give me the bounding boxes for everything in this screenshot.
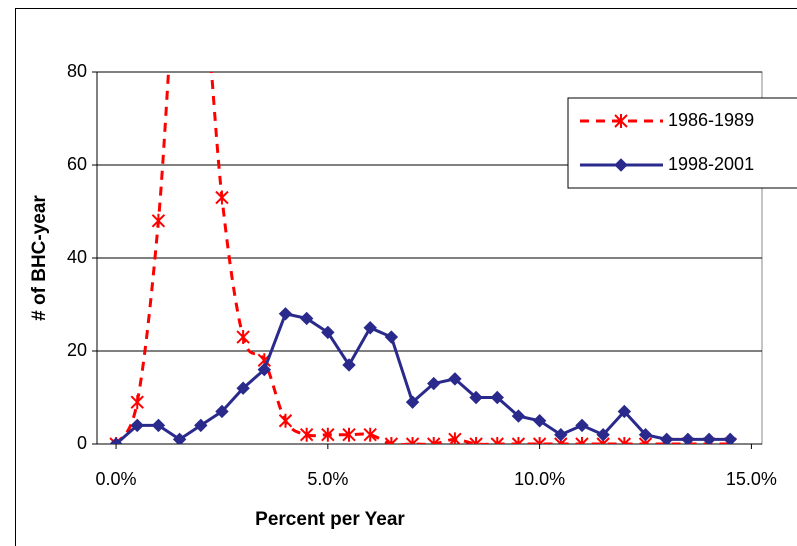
marker [490, 437, 504, 444]
marker [384, 437, 399, 444]
x-tick-label: 15.0% [726, 469, 777, 489]
marker [427, 437, 441, 444]
marker [130, 418, 144, 433]
marker [469, 437, 483, 444]
y-tick-label: 0 [77, 433, 87, 453]
legend-label: 1998-2001 [668, 154, 754, 174]
marker [151, 418, 166, 433]
marker [575, 418, 589, 433]
marker [405, 395, 420, 409]
marker [554, 427, 568, 442]
marker [723, 432, 737, 444]
legend-label: 1986-1989 [668, 110, 754, 130]
y-tick-label: 80 [67, 61, 87, 81]
marker [448, 432, 462, 444]
x-tick-label: 5.0% [307, 469, 348, 489]
marker [427, 376, 441, 391]
marker [236, 381, 250, 395]
marker [299, 427, 314, 442]
marker [130, 395, 144, 410]
y-tick-label: 20 [67, 340, 87, 360]
marker [617, 404, 632, 419]
y-tick-label: 40 [67, 247, 87, 267]
marker [215, 190, 229, 205]
plot-clip [109, 72, 737, 444]
x-tick-label: 10.0% [514, 469, 565, 489]
marker [172, 432, 187, 444]
legend-marker [614, 114, 628, 128]
marker [236, 330, 250, 345]
marker [617, 437, 632, 444]
marker [384, 330, 399, 344]
marker [405, 437, 420, 444]
marker [299, 311, 314, 326]
marker [532, 437, 547, 444]
marker [681, 432, 695, 444]
marker [321, 325, 335, 340]
marker [490, 390, 504, 405]
marker [321, 427, 335, 442]
marker [511, 409, 526, 423]
marker [575, 437, 589, 444]
marker [342, 358, 356, 372]
marker [278, 307, 293, 321]
x-axis-label: Percent per Year [255, 509, 405, 530]
marker [109, 437, 123, 444]
marker [363, 427, 377, 442]
marker [194, 418, 208, 433]
marker [702, 432, 716, 444]
marker [469, 390, 483, 405]
legend-marker [614, 158, 628, 172]
marker [532, 414, 547, 428]
y-tick-label: 60 [67, 154, 87, 174]
marker [151, 213, 166, 228]
marker [278, 413, 293, 428]
marker [448, 372, 462, 386]
marker [596, 427, 610, 442]
marker [257, 362, 272, 377]
marker [342, 427, 356, 442]
marker [363, 321, 377, 335]
marker [511, 437, 526, 444]
legend-box [567, 97, 797, 189]
marker [215, 404, 229, 419]
marker [638, 427, 653, 442]
y-axis-label: # of BHC-year [29, 195, 50, 321]
x-tick-label: 0.0% [96, 469, 137, 489]
marker [659, 432, 674, 444]
